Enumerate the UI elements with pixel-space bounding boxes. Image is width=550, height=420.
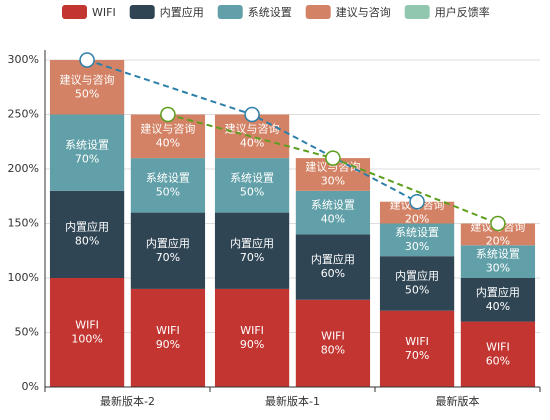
legend-label: WIFI <box>92 6 116 19</box>
x-tick-label: 最新版本-1 <box>265 394 320 408</box>
segment-name: WIFI <box>405 335 429 348</box>
segment-label: 90% <box>156 338 180 351</box>
bar-segment <box>214 288 290 387</box>
feedback-point <box>244 106 260 123</box>
segment-label: 40% <box>486 300 510 313</box>
segment-name: 系统设置 <box>395 226 439 239</box>
bar-segment <box>460 321 536 387</box>
segment-label: 50% <box>75 87 99 100</box>
segment-name: 建议与咨询 <box>60 72 115 86</box>
bar-segment <box>130 288 206 387</box>
segment-name: 系统设置 <box>311 199 355 212</box>
legend-swatch <box>217 5 243 19</box>
bar-segment <box>379 223 455 257</box>
segment-name: 内置应用 <box>395 268 439 282</box>
bar-segment <box>130 158 206 213</box>
segment-name: 建议与咨询 <box>225 121 280 135</box>
segment-label: 30% <box>405 240 429 253</box>
segment-label: 60% <box>486 354 510 367</box>
segment-name: 内置应用 <box>311 252 355 266</box>
segment-name: 系统设置 <box>146 171 190 184</box>
segment-name: WIFI <box>156 324 180 337</box>
x-tick-label: 最新版本-2 <box>100 394 155 408</box>
legend-swatch <box>404 5 430 19</box>
legend-swatch <box>62 5 87 19</box>
segment-label: 30% <box>321 174 345 187</box>
segment-label: 100% <box>71 333 102 346</box>
segment-label: 20% <box>486 234 510 247</box>
y-tick-label: 300% <box>8 53 39 66</box>
segment-label: 40% <box>321 213 345 226</box>
segment-name: 系统设置 <box>65 139 109 152</box>
segment-name: 系统设置 <box>476 248 520 261</box>
segment-name: WIFI <box>75 319 99 332</box>
y-tick-label: 150% <box>8 217 39 230</box>
legend-label: 用户反馈率 <box>435 5 490 19</box>
feedback-point <box>409 193 425 210</box>
segment-name: 内置应用 <box>230 236 274 250</box>
segment-label: 80% <box>321 343 345 356</box>
y-tick-label: 100% <box>8 271 39 284</box>
bar-segment <box>49 278 125 387</box>
legend-swatch <box>305 5 331 19</box>
feedback-point <box>160 106 176 123</box>
legend-label: 系统设置 <box>248 6 292 19</box>
segment-label: 80% <box>75 234 99 247</box>
segment-label: 70% <box>156 251 180 264</box>
segment-label: 50% <box>240 185 264 198</box>
segment-name: 系统设置 <box>230 171 274 184</box>
feedback-point <box>325 150 341 166</box>
bar-segment <box>214 158 290 213</box>
segment-label: 50% <box>405 283 429 296</box>
bar-segment <box>379 201 455 224</box>
segment-name: WIFI <box>486 340 510 353</box>
legend-swatch <box>129 5 155 19</box>
segment-label: 70% <box>75 153 99 166</box>
segment-name: WIFI <box>240 324 264 337</box>
segment-label: 60% <box>321 267 345 280</box>
feedback-point <box>490 215 506 232</box>
bar-segment <box>460 223 536 246</box>
segment-name: 建议与咨询 <box>140 121 195 135</box>
x-tick-label: 最新版本 <box>436 394 480 408</box>
segment-label: 20% <box>405 213 429 226</box>
segment-label: 50% <box>156 185 180 198</box>
bar-segment <box>49 190 125 278</box>
y-tick-label: 0% <box>22 380 39 393</box>
bar-segment <box>460 278 536 322</box>
bar-segment <box>130 212 206 289</box>
y-tick-label: 50% <box>15 326 39 339</box>
bar-segment <box>295 190 371 235</box>
y-tick-label: 250% <box>8 108 39 121</box>
segment-name: WIFI <box>321 329 345 342</box>
bar-segment <box>49 114 125 191</box>
bar-segment <box>214 212 290 289</box>
bar-segment <box>49 60 125 115</box>
legend-label: 内置应用 <box>160 5 204 19</box>
segment-label: 40% <box>240 136 264 149</box>
bar-segment <box>295 234 371 300</box>
bar-segment <box>379 310 455 387</box>
bar-segment <box>460 245 536 278</box>
legend-label: 建议与咨询 <box>336 5 391 19</box>
segment-label: 40% <box>156 136 180 149</box>
y-tick-label: 200% <box>8 162 39 175</box>
segment-name: 内置应用 <box>476 285 520 299</box>
feedback-point <box>79 52 95 68</box>
segment-name: 内置应用 <box>146 236 190 250</box>
segment-label: 70% <box>240 251 264 264</box>
segment-name: 内置应用 <box>65 219 109 233</box>
bar-segment <box>379 256 455 311</box>
segment-label: 70% <box>405 349 429 362</box>
segment-label: 30% <box>486 262 510 275</box>
bar-segment <box>295 299 371 387</box>
segment-label: 90% <box>240 338 264 351</box>
